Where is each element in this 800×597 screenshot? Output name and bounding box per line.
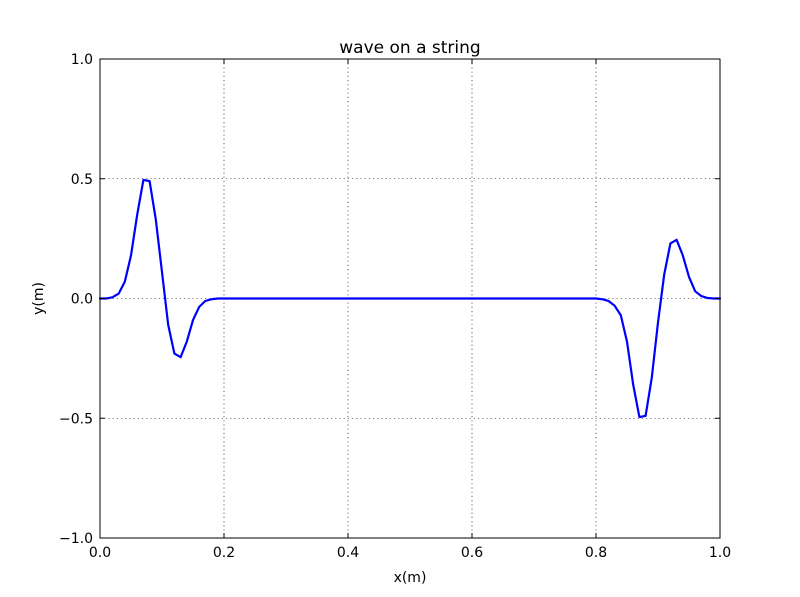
x-tick-label: 0.2	[213, 545, 235, 561]
chart-title: wave on a string	[339, 38, 480, 58]
x-tick-label: 1.0	[709, 545, 731, 561]
series-line	[98, 178, 722, 419]
x-axis-label: x(m)	[394, 570, 427, 586]
x-tick-label: 0.8	[585, 545, 607, 561]
series-layer	[98, 178, 722, 419]
y-tick-label: 0.0	[71, 292, 93, 308]
y-tick-label: 1.0	[71, 52, 93, 68]
x-tick-label: 0.0	[89, 545, 111, 561]
y-tick-label: 0.5	[71, 172, 93, 188]
ticks: 0.0 0.2 0.4 0.6 0.8 1.0 −1.0 −0.5 0.0 0.5 1.0	[59, 52, 731, 561]
x-tick-label: 0.4	[337, 545, 359, 561]
y-tick-label: −0.5	[59, 411, 93, 427]
x-tick-label: 0.6	[461, 545, 483, 561]
y-axis-label: y(m)	[31, 282, 47, 315]
y-tick-label: −1.0	[59, 531, 93, 547]
